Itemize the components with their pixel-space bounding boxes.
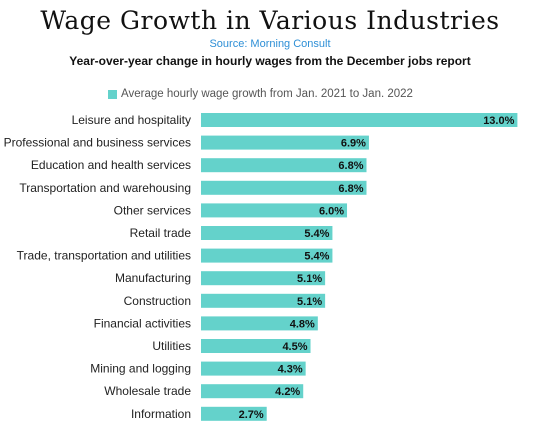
bar [201, 113, 518, 127]
category-label: Financial activities [94, 316, 191, 330]
category-label: Utilities [152, 339, 191, 353]
bar [201, 248, 333, 263]
value-label: 6.0% [319, 205, 344, 217]
category-label: Retail trade [130, 226, 192, 240]
category-label: Construction [124, 294, 191, 308]
chart-subtitle: Year-over-year change in hourly wages fr… [69, 54, 471, 68]
value-label: 4.3% [278, 364, 303, 376]
bar [201, 180, 367, 195]
value-label: 5.4% [304, 251, 329, 263]
bar [201, 135, 369, 150]
bar [201, 361, 306, 376]
bar [201, 339, 311, 353]
category-label: Other services [114, 203, 191, 217]
chart-legend: Average hourly wage growth from Jan. 202… [108, 87, 413, 101]
category-label: Professional and business services [4, 136, 191, 150]
bar [201, 271, 326, 286]
value-label: 5.4% [304, 228, 329, 240]
category-label: Transportation and warehousing [19, 181, 191, 195]
bar [201, 226, 333, 240]
value-label: 5.1% [297, 273, 322, 285]
value-label: 4.5% [282, 341, 307, 353]
chart-title: Wage Growth in Various Industries [40, 6, 500, 35]
category-label: Information [131, 407, 191, 421]
bar [201, 384, 304, 399]
category-label: Trade, transportation and utilities [17, 249, 191, 263]
category-label: Leisure and hospitality [72, 113, 191, 127]
bar [201, 406, 267, 421]
legend-label: Average hourly wage growth from Jan. 202… [121, 88, 413, 100]
chart-source: Source: Morning Consult [209, 38, 331, 50]
bar [201, 158, 367, 173]
bar [201, 293, 326, 308]
value-label: 6.9% [341, 138, 366, 150]
value-label: 13.0% [483, 115, 514, 127]
value-label: 4.8% [290, 318, 315, 330]
value-label: 6.8% [338, 183, 363, 195]
category-label: Mining and logging [90, 362, 191, 376]
category-label: Manufacturing [115, 271, 191, 285]
bar [201, 203, 348, 218]
value-label: 4.2% [275, 386, 300, 398]
value-label: 6.8% [338, 160, 363, 172]
value-label: 2.7% [239, 409, 264, 421]
bar [201, 316, 318, 331]
legend-swatch [108, 89, 117, 99]
category-label: Wholesale trade [104, 384, 191, 398]
category-label: Education and health services [31, 158, 191, 172]
value-label: 5.1% [297, 296, 322, 308]
